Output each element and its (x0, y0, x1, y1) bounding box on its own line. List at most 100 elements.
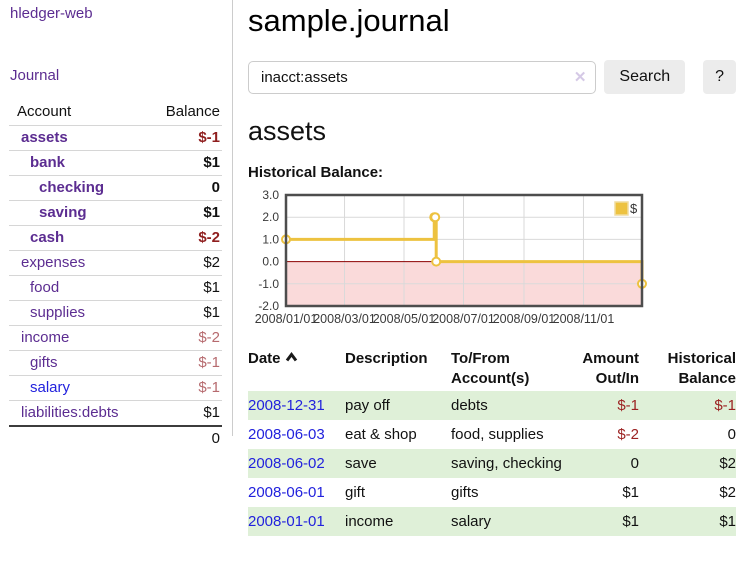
transaction-balance: $1 (719, 513, 736, 530)
search-form: ✕ Search ? (248, 60, 736, 94)
transaction-description: pay off (345, 397, 390, 414)
account-link[interactable]: food (30, 279, 60, 296)
transaction-amount: $1 (622, 484, 639, 501)
account-row: bank $1 (9, 150, 222, 176)
historical-balance-chart[interactable]: $3.0 2.0 1.0 0.0 -1.0 -2.0 2008/01/01 2008/03/0… (248, 188, 736, 335)
transaction-date-link[interactable]: 2008-01-01 (248, 513, 325, 530)
account-row: gifts $-1 (9, 350, 222, 376)
svg-text:2008/05/01: 2008/05/01 (373, 312, 436, 326)
transaction-description: eat & shop (345, 426, 417, 443)
accounts-header-balance: Balance (165, 103, 220, 120)
register-row: 2008-06-03 eat & shop food, supplies $-2… (248, 420, 736, 449)
svg-text:1.0: 1.0 (262, 232, 279, 246)
account-row: checking 0 (9, 175, 222, 201)
account-balance: $-1 (143, 125, 222, 151)
register-row: 2008-01-01 income salary $1 $1 (248, 507, 736, 536)
account-row: supplies $1 (9, 300, 222, 326)
search-input[interactable] (248, 60, 597, 94)
account-row: income $-2 (9, 325, 222, 351)
column-header-balance: Historical Balance (667, 350, 736, 387)
account-link[interactable]: expenses (21, 254, 86, 271)
column-header-amount: Amount Out/In (582, 350, 639, 387)
account-link[interactable]: income (21, 329, 70, 346)
search-button[interactable]: Search (604, 60, 686, 94)
svg-text:2008/03/01: 2008/03/01 (313, 312, 376, 326)
transaction-date-link[interactable]: 2008-06-01 (248, 484, 325, 501)
account-link[interactable]: bank (30, 154, 66, 171)
account-link[interactable]: gifts (30, 354, 58, 371)
account-row: liabilities:debts $1 (9, 400, 222, 426)
svg-text:0.0: 0.0 (262, 255, 279, 269)
account-balance: $-1 (143, 375, 222, 401)
account-balance: $-2 (143, 225, 222, 251)
register-header-row: Date Description To/From Account(s) Amou… (248, 347, 736, 391)
svg-text:3.0: 3.0 (262, 190, 279, 202)
transaction-amount: $1 (622, 513, 639, 530)
transaction-amount: $-1 (617, 397, 639, 414)
account-row: expenses $2 (9, 250, 222, 276)
sort-ascending-icon (285, 348, 298, 368)
transaction-amount: $-2 (617, 426, 639, 443)
account-balance: $2 (143, 250, 222, 276)
transaction-date-link[interactable]: 2008-06-03 (248, 426, 325, 443)
account-row: salary $-1 (9, 375, 222, 401)
account-balance: $1 (143, 300, 222, 326)
account-link[interactable]: checking (39, 179, 105, 196)
transaction-balance: $2 (719, 484, 736, 501)
svg-text:-2.0: -2.0 (258, 299, 279, 313)
transaction-balance: 0 (727, 426, 736, 443)
accounts-header-account: Account (17, 103, 72, 120)
account-link[interactable]: saving (39, 204, 87, 221)
transaction-accounts: food, supplies (451, 426, 544, 443)
account-balance: $1 (143, 200, 222, 226)
account-link[interactable]: supplies (30, 304, 86, 321)
accounts-table: Account Balance assets $-1 bank $1 check… (9, 100, 222, 450)
column-header-description: Description (345, 350, 428, 367)
account-heading: assets (248, 116, 327, 146)
account-balance: $1 (143, 150, 222, 176)
transaction-amount: 0 (630, 455, 639, 472)
transaction-description: save (345, 455, 377, 472)
transaction-accounts: gifts (451, 484, 479, 501)
transaction-accounts: debts (451, 397, 488, 414)
accounts-total-balance: 0 (143, 425, 222, 450)
transaction-balance: $-1 (714, 397, 736, 414)
account-balance: $1 (143, 275, 222, 301)
sidebar: hledger-web Journal Account Balance asse… (0, 0, 233, 450)
help-button[interactable]: ? (703, 60, 736, 94)
account-link[interactable]: liabilities:debts (21, 404, 119, 421)
chart-title: Historical Balance: (248, 164, 384, 181)
sidebar-item-journal[interactable]: Journal (10, 67, 60, 84)
transaction-description: income (345, 513, 394, 530)
account-row: food $1 (9, 275, 222, 301)
transaction-date-link[interactable]: 2008-06-02 (248, 455, 325, 472)
clear-search-icon[interactable]: ✕ (573, 68, 587, 86)
main-content: sample.journal ✕ Search ? assets Histori… (234, 0, 742, 582)
legend-swatch (614, 201, 629, 216)
register-row: 2008-12-31 pay off debts $-1 $-1 (248, 391, 736, 420)
account-row: cash $-2 (9, 225, 222, 251)
plot-border (284, 193, 644, 308)
register-row: 2008-06-02 save saving, checking 0 $2 (248, 449, 736, 478)
account-link[interactable]: salary (30, 379, 71, 396)
svg-text:2.0: 2.0 (262, 210, 279, 224)
account-link[interactable]: assets (21, 129, 68, 146)
svg-text:-1.0: -1.0 (258, 277, 279, 291)
account-balance: $-2 (143, 325, 222, 351)
column-header-accounts: To/From Account(s) (451, 350, 530, 387)
register-table: Date Description To/From Account(s) Amou… (248, 347, 736, 536)
accounts-total-row: 0 (9, 425, 222, 450)
app-brand[interactable]: hledger-web (10, 5, 93, 22)
account-link[interactable]: cash (30, 229, 65, 246)
column-header-date[interactable]: Date (248, 347, 345, 391)
svg-text:2008/07/01: 2008/07/01 (432, 312, 495, 326)
transaction-date-link[interactable]: 2008-12-31 (248, 397, 325, 414)
svg-text:2008/01/01: 2008/01/01 (255, 312, 318, 326)
page-title: sample.journal (248, 3, 450, 38)
accounts-header-row: Account Balance (9, 100, 222, 126)
account-row: saving $1 (9, 200, 222, 226)
data-point-marker (431, 256, 442, 267)
account-balance: $-1 (143, 350, 222, 376)
account-balance: $1 (143, 400, 222, 426)
transaction-balance: $2 (719, 455, 736, 472)
